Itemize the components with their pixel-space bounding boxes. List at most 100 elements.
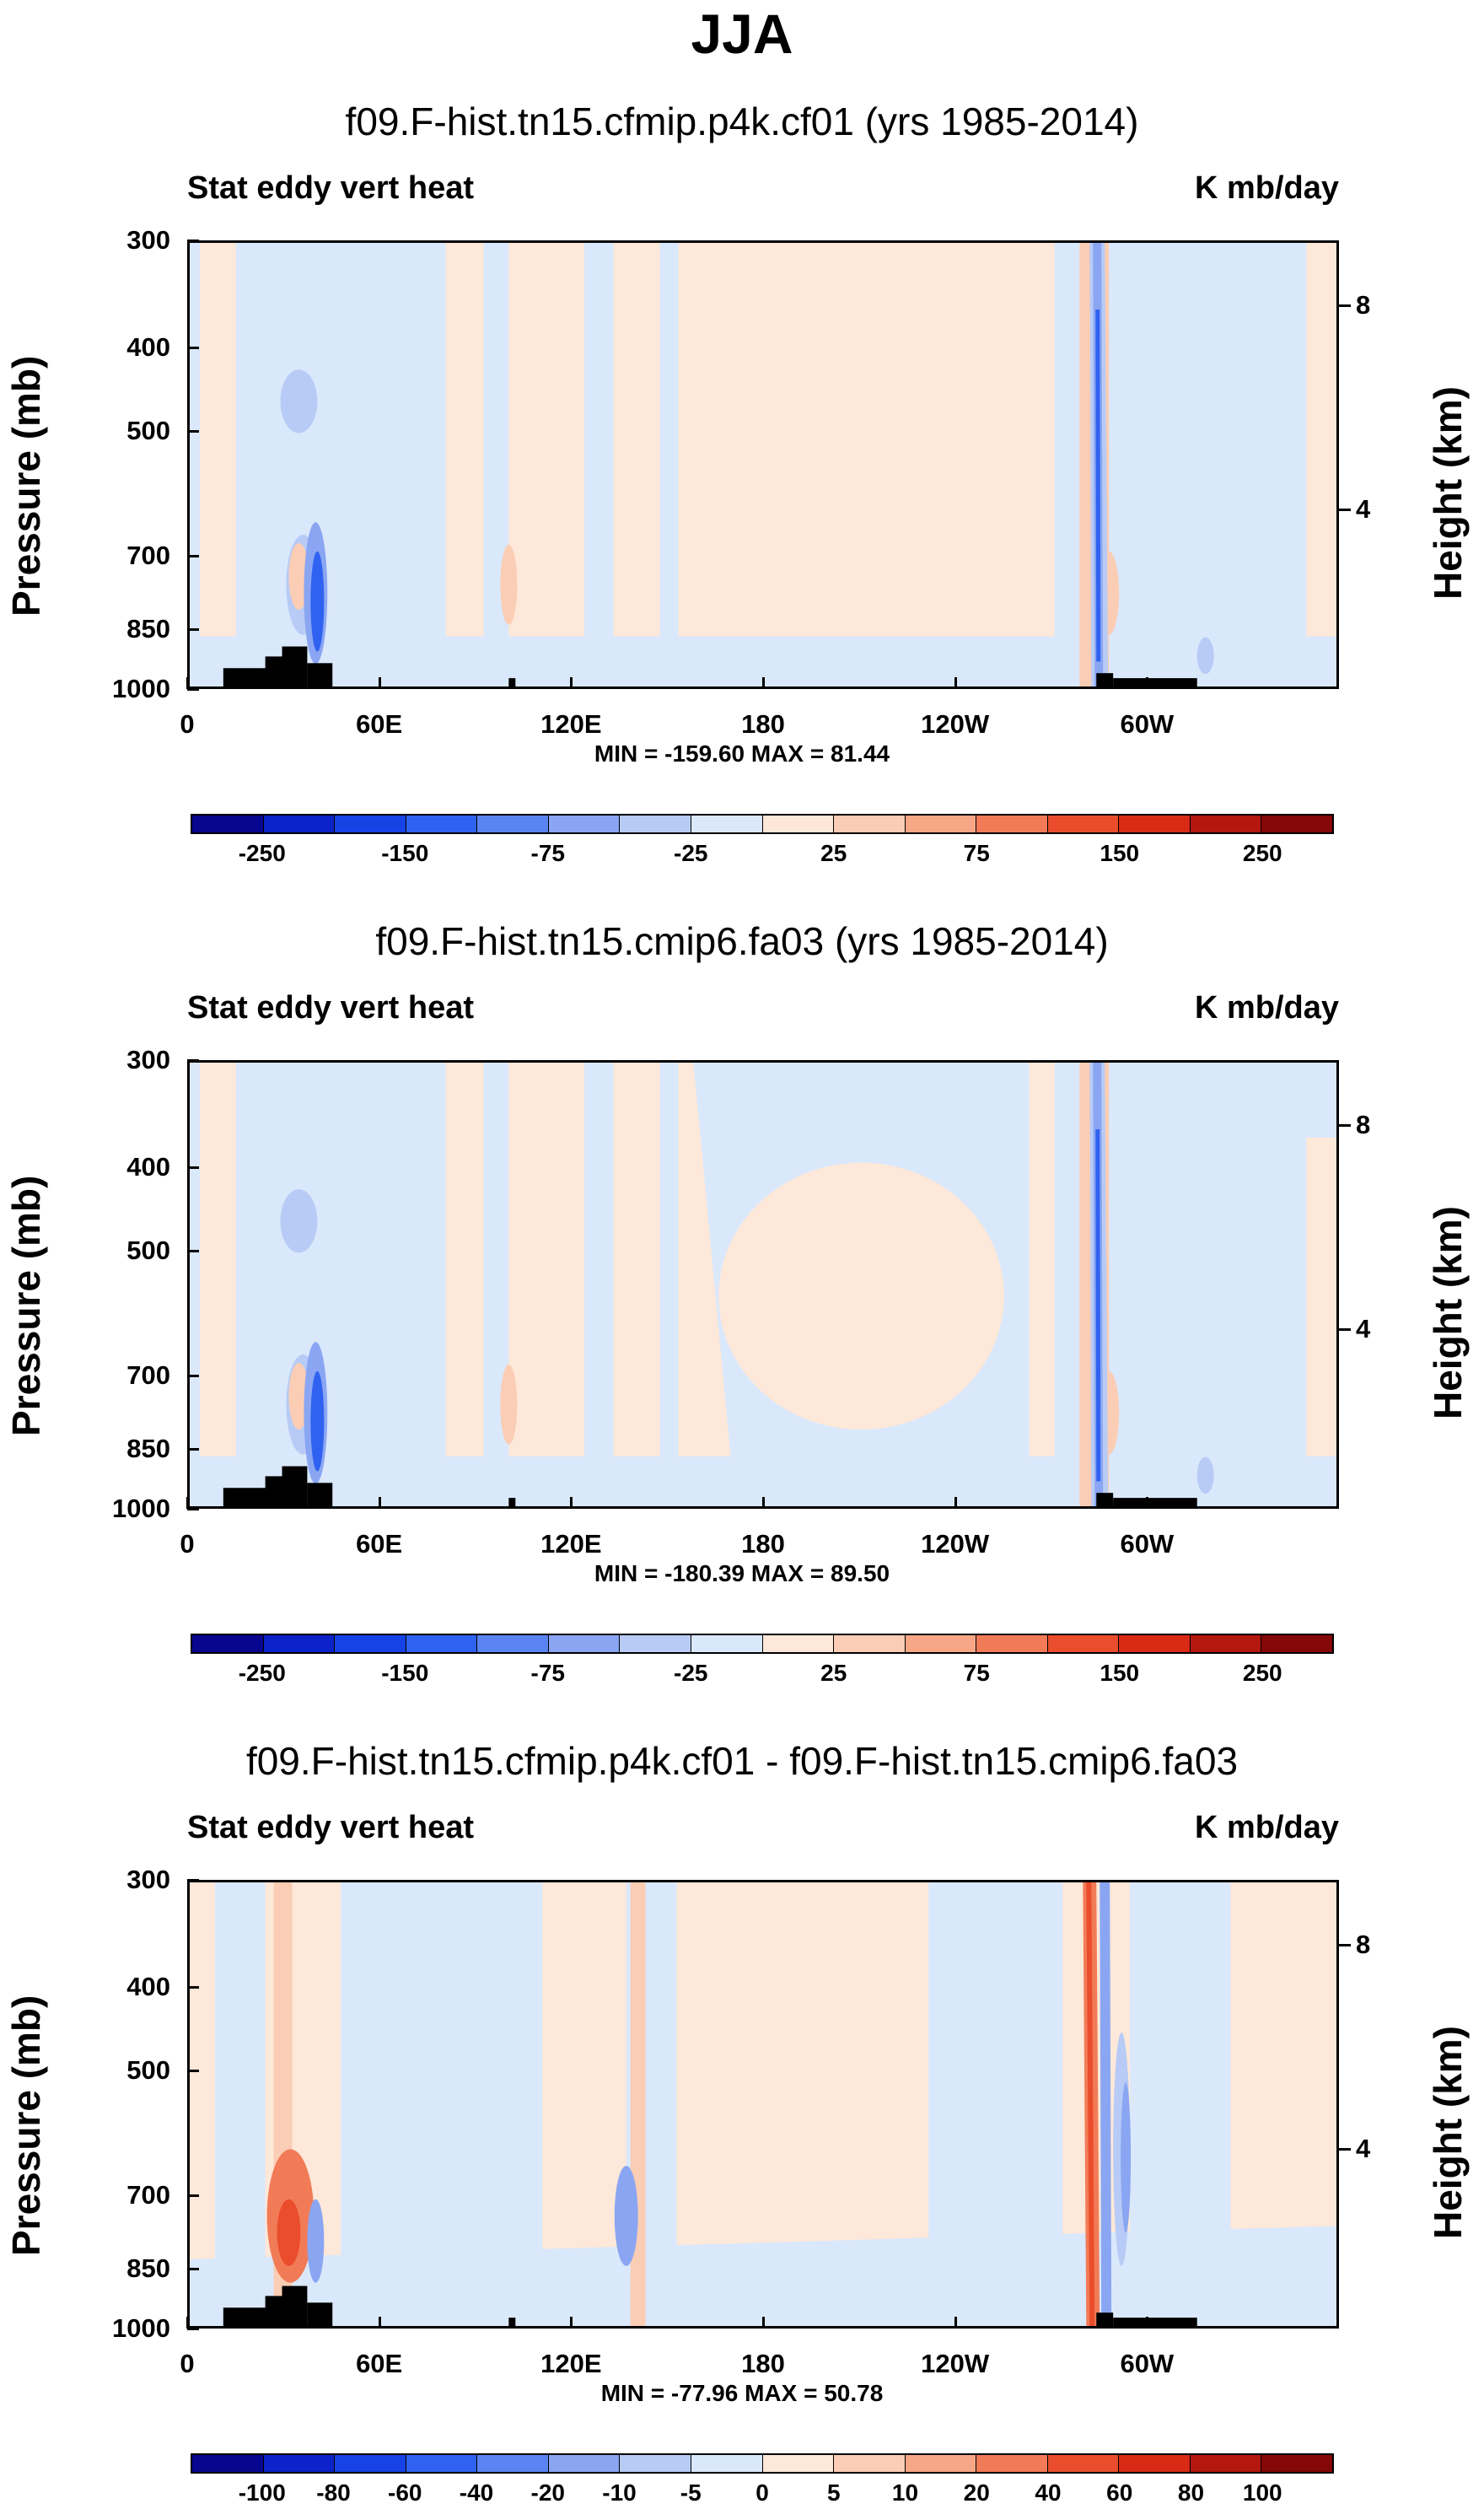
y2-tick-mark [1339,1328,1351,1332]
colorbar-swatch [1190,816,1262,832]
x-tick-mark [762,1497,765,1509]
topo-andes-1 [1096,673,1114,686]
y-tick-label: 500 [126,2054,170,2085]
y-tick-mark [187,2328,199,2330]
field-diff-andes-neg [1100,1882,1112,2326]
y2-tick-label: 4 [1356,2134,1371,2164]
y2-tick-label: 8 [1356,1930,1371,1960]
colorbar-swatch [691,816,763,832]
panel-title: f09.F-hist.tn15.cmip6.fa03 (yrs 1985-201… [375,919,1109,963]
topo-andes-2 [1113,1498,1197,1506]
colorbar-swatch [477,1635,549,1652]
y-tick-mark [187,347,199,350]
y-tick-label: 400 [126,1152,170,1182]
colorbar-label: -150 [381,1660,429,1686]
x-tick-mark [954,677,957,689]
y-tick-mark [187,554,199,557]
colorbar-swatch [263,1635,336,1652]
y-tick-mark [187,1059,199,1062]
y-tick-label: 1000 [112,1494,170,1523]
x-tick-mark [186,1497,189,1509]
colorbar-swatch [1190,1635,1262,1652]
colorbar-swatch [335,2455,406,2472]
field-band-3 [659,1063,679,1506]
x-tick-label: 120E [540,1529,602,1559]
y-tick-mark [187,688,199,691]
y-tick-mark [187,1447,199,1451]
y-tick-label: 850 [126,2253,170,2283]
colorbar-label: -10 [602,2479,637,2506]
topo-africa-3 [282,646,308,686]
field-band-2 [583,1063,614,1506]
y2-tick-label: 8 [1356,290,1371,320]
colorbar-swatch [1047,2455,1120,2472]
field-band-3 [659,243,679,686]
field-diff-neg-120e [614,2166,638,2266]
plot-area [187,240,1339,689]
x-tick-mark [954,2317,957,2329]
right-string: K mb/day [1194,1810,1339,1845]
panel-1: f09.F-hist.tn15.cfmip.p4k.cf01 (yrs 1985… [0,0,1484,866]
y-axis-label: Pressure (mb) [4,1175,48,1436]
x-tick-mark [954,1497,957,1509]
colorbar-label: 150 [1100,1660,1140,1686]
x-tick-label: 120E [540,2349,602,2378]
panel-title: f09.F-hist.tn15.cfmip.p4k.cf01 (yrs 1985… [345,100,1139,143]
field-west-edge [190,243,200,686]
field-diff-atl-core [1121,2082,1132,2233]
colorbar-swatch [335,816,406,832]
colorbar-swatch [976,816,1048,832]
x-tick-label: 120W [921,2349,990,2378]
field-africa-band [235,1063,446,1473]
colorbar-label: -250 [238,1660,286,1686]
field-pacific-positive [718,1162,1004,1430]
colorbar-swatch [1119,1635,1191,1652]
colorbar-swatch [834,1635,906,1652]
min-max-label: MIN = -180.39 MAX = 89.50 [594,1560,890,1586]
topo-tibet [508,2318,516,2326]
plot-area [187,1880,1339,2329]
y2-tick-label: 4 [1356,1314,1371,1344]
y2-axis-label: Height (km) [1426,2026,1470,2239]
field-west-edge [190,1063,200,1506]
y-axis-label: Pressure (mb) [4,355,48,616]
contour-field [190,1882,1336,2326]
x-tick-mark [378,2317,381,2329]
x-tick-mark [1146,2317,1149,2329]
topo-africa-4 [307,2302,333,2326]
colorbar-label: 75 [963,1660,990,1686]
y2-tick-label: 8 [1356,1110,1371,1140]
x-tick-label: 60W [1120,2349,1175,2378]
x-tick-label: 60E [356,2349,403,2378]
main-title: JJA [691,3,793,65]
colorbar-swatch [263,816,336,832]
field-pos-120e [500,1364,518,1445]
colorbar-swatch [762,1635,835,1652]
colorbar-swatch [905,816,977,832]
y-tick-mark [187,2267,199,2270]
field-africa-band [235,243,446,654]
colorbar-swatch [976,1635,1048,1652]
colorbar-label: 80 [1177,2479,1205,2506]
colorbar-label: 20 [963,2479,990,2506]
y2-tick-mark [1339,1944,1351,1947]
y2-axis-label: Height (km) [1426,1206,1470,1419]
left-string: Stat eddy vert heat [187,1810,474,1845]
field-ne-corner [1272,1063,1336,1138]
y2-tick-label: 4 [1356,494,1371,525]
topo-andes-2 [1113,2318,1197,2326]
panel-3: f09.F-hist.tn15.cfmip.p4k.cf01 - f09.F-h… [0,1639,1484,2506]
colorbar-swatch [548,2455,621,2472]
colorbar-swatch [1261,816,1332,832]
field-diff-surface [190,2226,1336,2326]
colorbar-label: -100 [238,2479,286,2506]
left-string: Stat eddy vert heat [187,170,474,206]
colorbar-swatch [691,1635,763,1652]
colorbar [191,814,1334,834]
y-tick-mark [187,429,199,433]
colorbar-label: -60 [388,2479,422,2506]
y-tick-mark [187,1249,199,1252]
x-tick-label: 60E [356,709,403,739]
x-tick-label: 180 [741,709,785,739]
field-band-2 [583,243,614,686]
